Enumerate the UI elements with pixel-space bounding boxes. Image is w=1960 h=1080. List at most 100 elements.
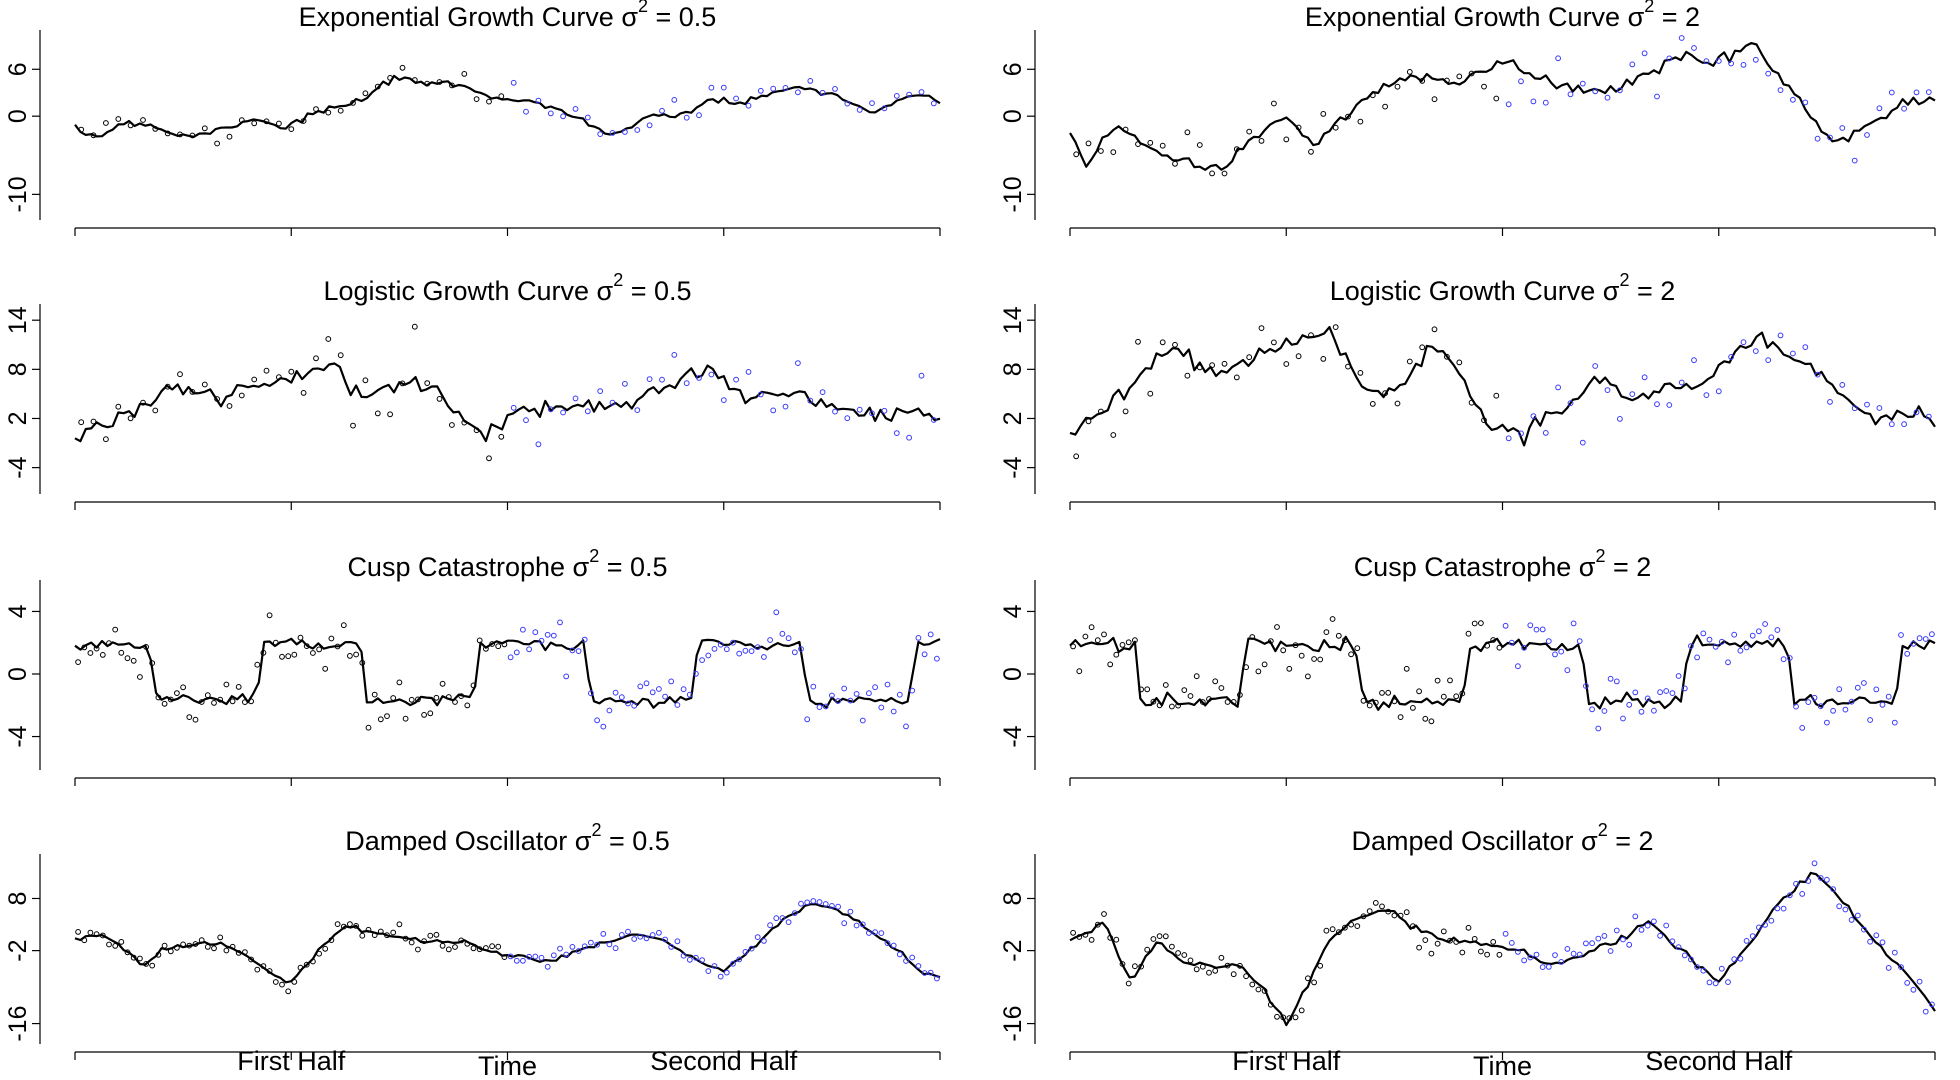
second-half-point xyxy=(1718,638,1725,645)
first-half-point xyxy=(1434,940,1441,947)
first-half-point xyxy=(1305,975,1311,982)
second-half-point xyxy=(680,686,687,693)
second-half-point xyxy=(773,915,780,922)
second-half-point xyxy=(1725,979,1731,985)
second-half-point xyxy=(1576,638,1583,644)
first-half-point xyxy=(288,126,295,133)
y-tick-label: 0 xyxy=(999,667,1027,681)
first-half-point xyxy=(1206,696,1212,702)
second-half-point xyxy=(1842,706,1849,713)
first-half-point xyxy=(1224,699,1231,705)
first-half-point xyxy=(112,943,119,949)
second-half-point xyxy=(810,683,817,690)
first-half-point xyxy=(106,941,112,948)
first-half-point xyxy=(254,966,261,973)
first-half-point xyxy=(1122,408,1129,415)
first-half-point xyxy=(1070,929,1076,936)
second-half-point xyxy=(649,689,656,696)
first-half-point xyxy=(155,951,162,958)
second-half-point xyxy=(859,921,866,928)
second-half-point xyxy=(1666,402,1673,408)
second-half-point xyxy=(708,84,715,91)
second-half-point xyxy=(847,908,854,915)
second-half-point xyxy=(1663,688,1670,694)
first-half-point xyxy=(1379,690,1385,696)
first-half-point xyxy=(155,694,162,701)
panel-title-text: Damped Oscillator σ xyxy=(1351,826,1598,856)
second-half-point xyxy=(1839,125,1846,131)
first-half-point xyxy=(1206,969,1212,976)
second-half-point xyxy=(770,407,777,414)
first-half-point xyxy=(483,645,489,652)
first-half-point xyxy=(353,923,360,929)
first-half-point xyxy=(1447,937,1453,944)
panel-title-superscript: 2 xyxy=(1595,546,1605,566)
first-half-point xyxy=(1073,151,1080,158)
first-half-point xyxy=(1298,652,1305,659)
second-half-point xyxy=(878,704,885,711)
first-half-point xyxy=(1162,682,1169,688)
first-half-point xyxy=(103,436,109,443)
y-tick-label: 6 xyxy=(999,62,1027,76)
first-half-point xyxy=(353,651,360,658)
first-half-point xyxy=(1419,78,1426,84)
second-half-point xyxy=(1613,678,1620,685)
second-half-point xyxy=(1885,693,1892,700)
first-half-point xyxy=(1119,642,1126,648)
first-half-point xyxy=(1218,954,1225,961)
first-half-point xyxy=(1147,139,1154,146)
second-half-point xyxy=(560,409,566,416)
y-tick-label: -4 xyxy=(999,725,1027,747)
first-half-point xyxy=(1369,92,1376,99)
first-half-point xyxy=(1308,148,1314,155)
second-half-point xyxy=(1629,391,1636,398)
first-half-point xyxy=(254,661,261,668)
first-half-point xyxy=(1094,921,1101,928)
second-half-point xyxy=(584,408,591,415)
first-half-point xyxy=(1428,718,1435,725)
first-half-point xyxy=(1372,699,1379,706)
first-half-point xyxy=(495,943,502,950)
second-half-point xyxy=(791,910,798,916)
first-half-point xyxy=(1267,638,1274,644)
second-half-point xyxy=(795,89,801,96)
first-half-point xyxy=(1233,146,1240,153)
first-half-point xyxy=(229,943,236,950)
second-half-point xyxy=(1728,354,1734,360)
second-half-point xyxy=(1654,93,1660,100)
x-axis-title: Time xyxy=(478,1051,537,1080)
second-half-point xyxy=(1552,952,1558,958)
first-half-point xyxy=(93,931,100,938)
first-half-point xyxy=(260,649,267,656)
first-half-point xyxy=(1366,908,1373,914)
first-half-point xyxy=(1283,361,1290,367)
second-half-point xyxy=(1589,706,1595,713)
first-half-point xyxy=(1224,962,1231,969)
second-half-point xyxy=(773,609,780,616)
first-half-point xyxy=(1311,656,1317,662)
second-half-point xyxy=(819,389,826,396)
second-half-point xyxy=(730,960,736,967)
second-half-point xyxy=(532,629,539,636)
second-half-point xyxy=(829,692,835,699)
first-half-point xyxy=(1156,702,1163,709)
second-half-point xyxy=(563,673,570,680)
y-tick-label: 8 xyxy=(4,362,32,376)
second-half-point xyxy=(1675,673,1682,679)
second-half-point xyxy=(1786,655,1793,661)
first-half-point xyxy=(1286,665,1293,672)
second-half-point xyxy=(779,915,786,921)
second-half-point xyxy=(903,723,909,730)
first-half-point xyxy=(1342,637,1348,644)
first-half-point xyxy=(1107,934,1114,941)
second-half-point xyxy=(841,920,848,927)
second-half-point xyxy=(683,380,690,387)
panel-title-superscript: 2 xyxy=(1619,270,1629,290)
second-half-point xyxy=(736,650,743,657)
y-tick-label: -4 xyxy=(999,456,1027,478)
second-half-point xyxy=(1601,708,1608,714)
second-half-point xyxy=(674,702,681,708)
first-half-point xyxy=(1496,951,1503,958)
second-half-point xyxy=(535,441,542,448)
second-half-point xyxy=(1848,917,1855,923)
